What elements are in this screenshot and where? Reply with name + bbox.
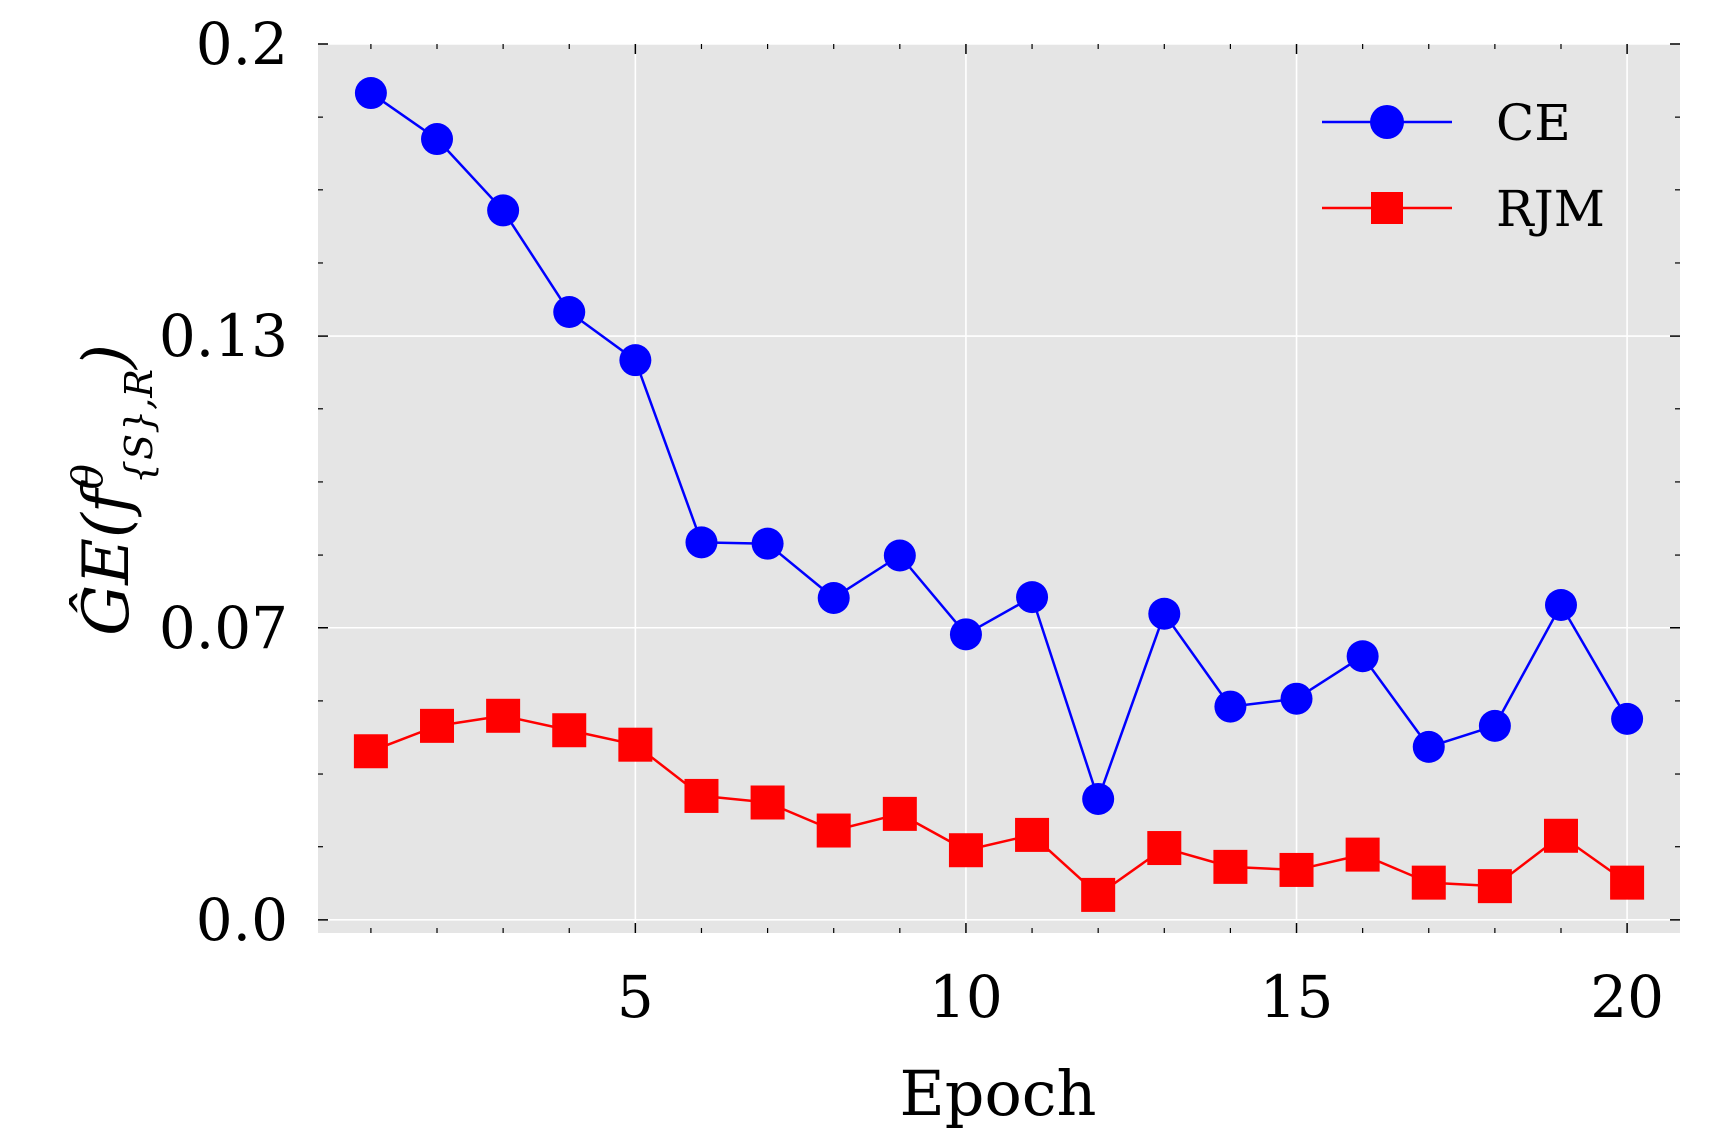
data-point-rjm [486, 698, 521, 733]
data-point-rjm [420, 708, 455, 743]
y-tick-label: 0.07 [159, 594, 288, 662]
data-point-ce [354, 77, 387, 110]
data-point-rjm [353, 734, 388, 769]
data-point-ce [1412, 730, 1445, 763]
data-point-ce [817, 581, 850, 614]
data-point-rjm [1015, 817, 1050, 852]
y-tick-label: 0.0 [196, 886, 288, 954]
data-point-rjm [816, 813, 851, 848]
data-point-ce [949, 618, 982, 651]
data-point-ce [1148, 597, 1181, 630]
legend-label-rjm: RJM [1496, 180, 1605, 238]
data-point-ce [1544, 588, 1577, 621]
y-axis-title-sup: θ [63, 464, 112, 489]
legend-marker-rjm [1371, 192, 1403, 224]
data-point-rjm [618, 727, 653, 762]
legend: CE RJM [1322, 94, 1605, 238]
data-point-rjm [684, 778, 719, 813]
data-point-rjm [1610, 865, 1645, 900]
data-point-rjm [882, 796, 917, 831]
data-point-ce [1346, 640, 1379, 673]
plot-background [318, 44, 1680, 933]
data-point-ce [1478, 709, 1511, 742]
data-point-rjm [1477, 869, 1512, 904]
x-tick-label: 15 [1260, 963, 1334, 1031]
data-point-ce [751, 527, 784, 560]
x-axis-title: Epoch [900, 1057, 1097, 1130]
data-point-rjm [948, 833, 983, 868]
y-axis-title: ĜE(fθ {S},R) [63, 344, 161, 636]
data-point-ce [421, 123, 454, 156]
y-axis-title-sub: {S},R [117, 369, 161, 484]
axis-ticks [318, 43, 1680, 933]
series-ce [354, 77, 1644, 815]
y-tick-label: 0.13 [159, 302, 288, 370]
data-point-rjm [1411, 865, 1446, 900]
y-tick-label: 0.2 [196, 10, 288, 78]
data-point-rjm [1213, 849, 1248, 884]
data-point-ce [1214, 690, 1247, 723]
series-rjm [353, 698, 1645, 912]
data-point-ce [1280, 682, 1313, 715]
grid [318, 43, 1680, 933]
data-point-ce [1082, 782, 1115, 815]
x-tick-label: 10 [929, 963, 1003, 1031]
legend-marker-ce [1370, 105, 1404, 139]
data-point-ce [1016, 581, 1049, 614]
data-point-ce [1611, 702, 1644, 735]
data-point-rjm [1279, 852, 1314, 887]
data-point-ce [553, 296, 586, 329]
data-point-rjm [552, 713, 587, 748]
data-point-ce [883, 539, 916, 572]
y-axis-title-close: ) [70, 344, 144, 371]
data-point-rjm [1147, 831, 1182, 866]
tick-labels: 5 10 15 20 0.0 0.07 0.13 0.2 [159, 10, 1664, 1031]
data-point-ce [487, 194, 520, 227]
legend-label-ce: CE [1496, 94, 1571, 152]
data-point-rjm [1543, 818, 1578, 853]
data-point-ce [619, 344, 652, 377]
x-tick-label: 5 [617, 963, 654, 1031]
data-point-rjm [1345, 837, 1380, 872]
data-point-ce [685, 526, 718, 559]
x-tick-label: 20 [1590, 963, 1664, 1031]
y-axis-title-main: ĜE(f [68, 479, 144, 636]
data-point-rjm [1081, 877, 1116, 912]
series-layer [353, 77, 1645, 912]
data-point-rjm [750, 785, 785, 820]
